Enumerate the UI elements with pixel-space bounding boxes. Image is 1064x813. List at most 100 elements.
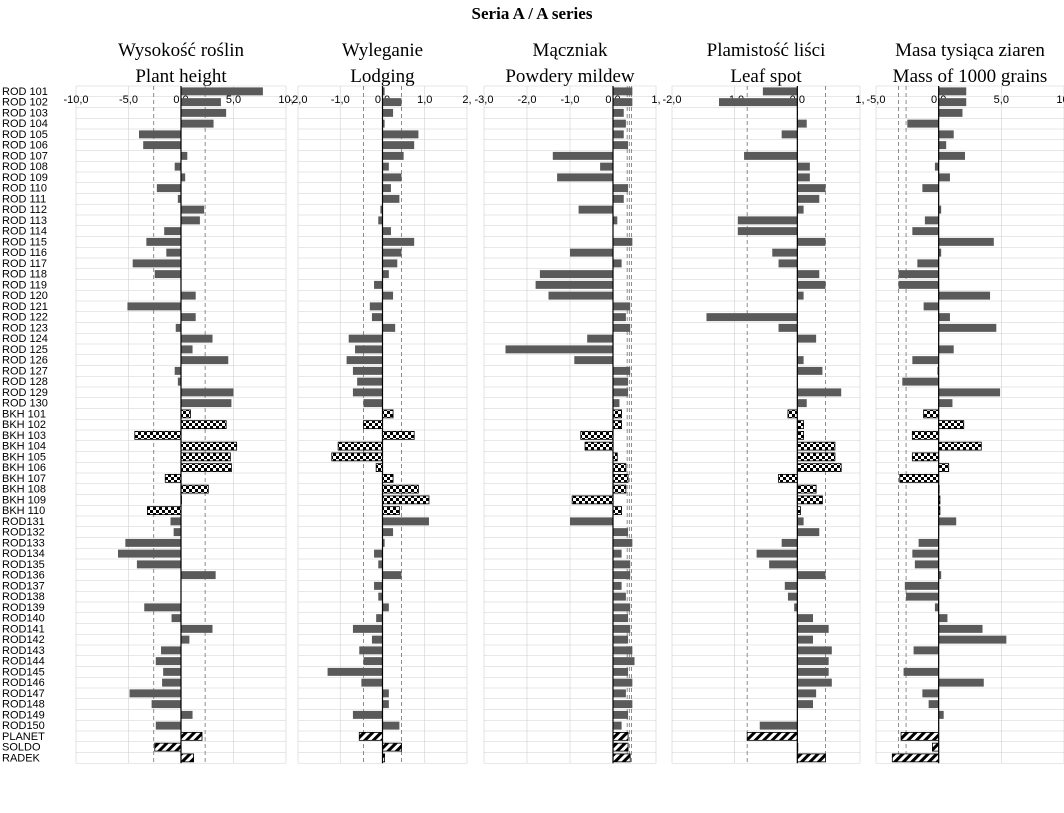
bar [613,700,633,709]
bar [797,700,813,709]
bar [612,409,623,419]
row-label: PLANET [2,731,45,743]
bar [938,248,942,257]
bar [382,484,419,494]
bar [784,581,798,590]
bar [787,409,798,419]
bar [796,463,842,472]
bar [613,571,631,580]
row-label: ROD 109 [2,172,48,184]
bar [129,689,181,698]
bar [374,280,383,289]
bar [181,119,214,128]
bar [382,270,389,279]
plot-area [672,86,860,764]
tick-label: -5,0 [119,94,138,106]
bar [796,495,823,505]
row-label: ROD 105 [2,129,48,141]
bar [613,87,633,96]
row-label: BKH 103 [2,430,46,442]
bar [181,151,188,160]
bar [375,463,383,472]
panel-subtitle: Mass of 1000 grains [893,66,1048,87]
row-label: BKH 102 [2,419,46,431]
bar [613,194,624,203]
bar [369,302,383,311]
bar [181,98,221,107]
bar [146,506,182,515]
bar [922,184,939,193]
panel-title: Wyleganie [342,40,423,61]
bar [146,237,181,246]
bar [911,430,940,440]
row-label: ROD 120 [2,290,48,302]
bar [938,420,965,429]
bar [382,141,415,150]
bar [363,657,383,666]
bar [922,689,939,698]
bar [918,538,939,547]
bar [613,689,626,698]
bar [797,184,826,193]
bar [613,549,622,558]
panel-subtitle: Plant height [135,66,227,87]
bar [180,420,227,429]
row-label: ROD 112 [2,204,47,216]
bar [891,753,940,763]
bar [797,657,829,666]
bar [181,205,205,214]
bar [612,452,618,462]
tick-label: -2,0 [663,94,682,106]
bar [912,549,939,558]
bar [613,237,633,246]
row-label: ROD132 [2,527,45,539]
bar [796,441,836,451]
bar [612,506,623,515]
bar [912,356,939,365]
bar [382,194,400,203]
bar [378,592,383,601]
bar [358,732,383,741]
bar [613,528,629,537]
bar [171,614,181,623]
bar [938,517,957,526]
bar [613,624,631,633]
bar [535,280,613,289]
bar [382,528,394,537]
bar [923,302,939,311]
row-label: ROD 117 [2,258,47,270]
row-label: ROD139 [2,602,45,614]
bar [382,259,398,268]
bar [139,130,181,139]
bar [382,87,385,96]
bar [898,270,939,279]
bar [613,366,631,375]
bar [613,184,629,193]
bar [382,473,394,483]
bar [938,624,983,633]
bar [938,205,942,214]
bar [570,517,613,526]
bar [778,473,798,483]
bar [797,614,813,623]
bar [348,334,383,343]
bar [382,689,389,698]
row-label: ROD 107 [2,150,48,162]
bar [382,517,429,526]
bar [938,98,967,107]
tick-label: 5,0 [994,94,1009,106]
bar [613,603,631,612]
row-label: ROD 128 [2,376,48,388]
bar [938,130,954,139]
bar [180,409,191,419]
bar [938,323,997,332]
row-label: ROD131 [2,516,45,528]
bar [797,399,807,408]
bar [382,108,394,117]
row-label: ROD148 [2,699,45,711]
bar [938,173,950,182]
bar [613,399,620,408]
bar [382,603,389,612]
